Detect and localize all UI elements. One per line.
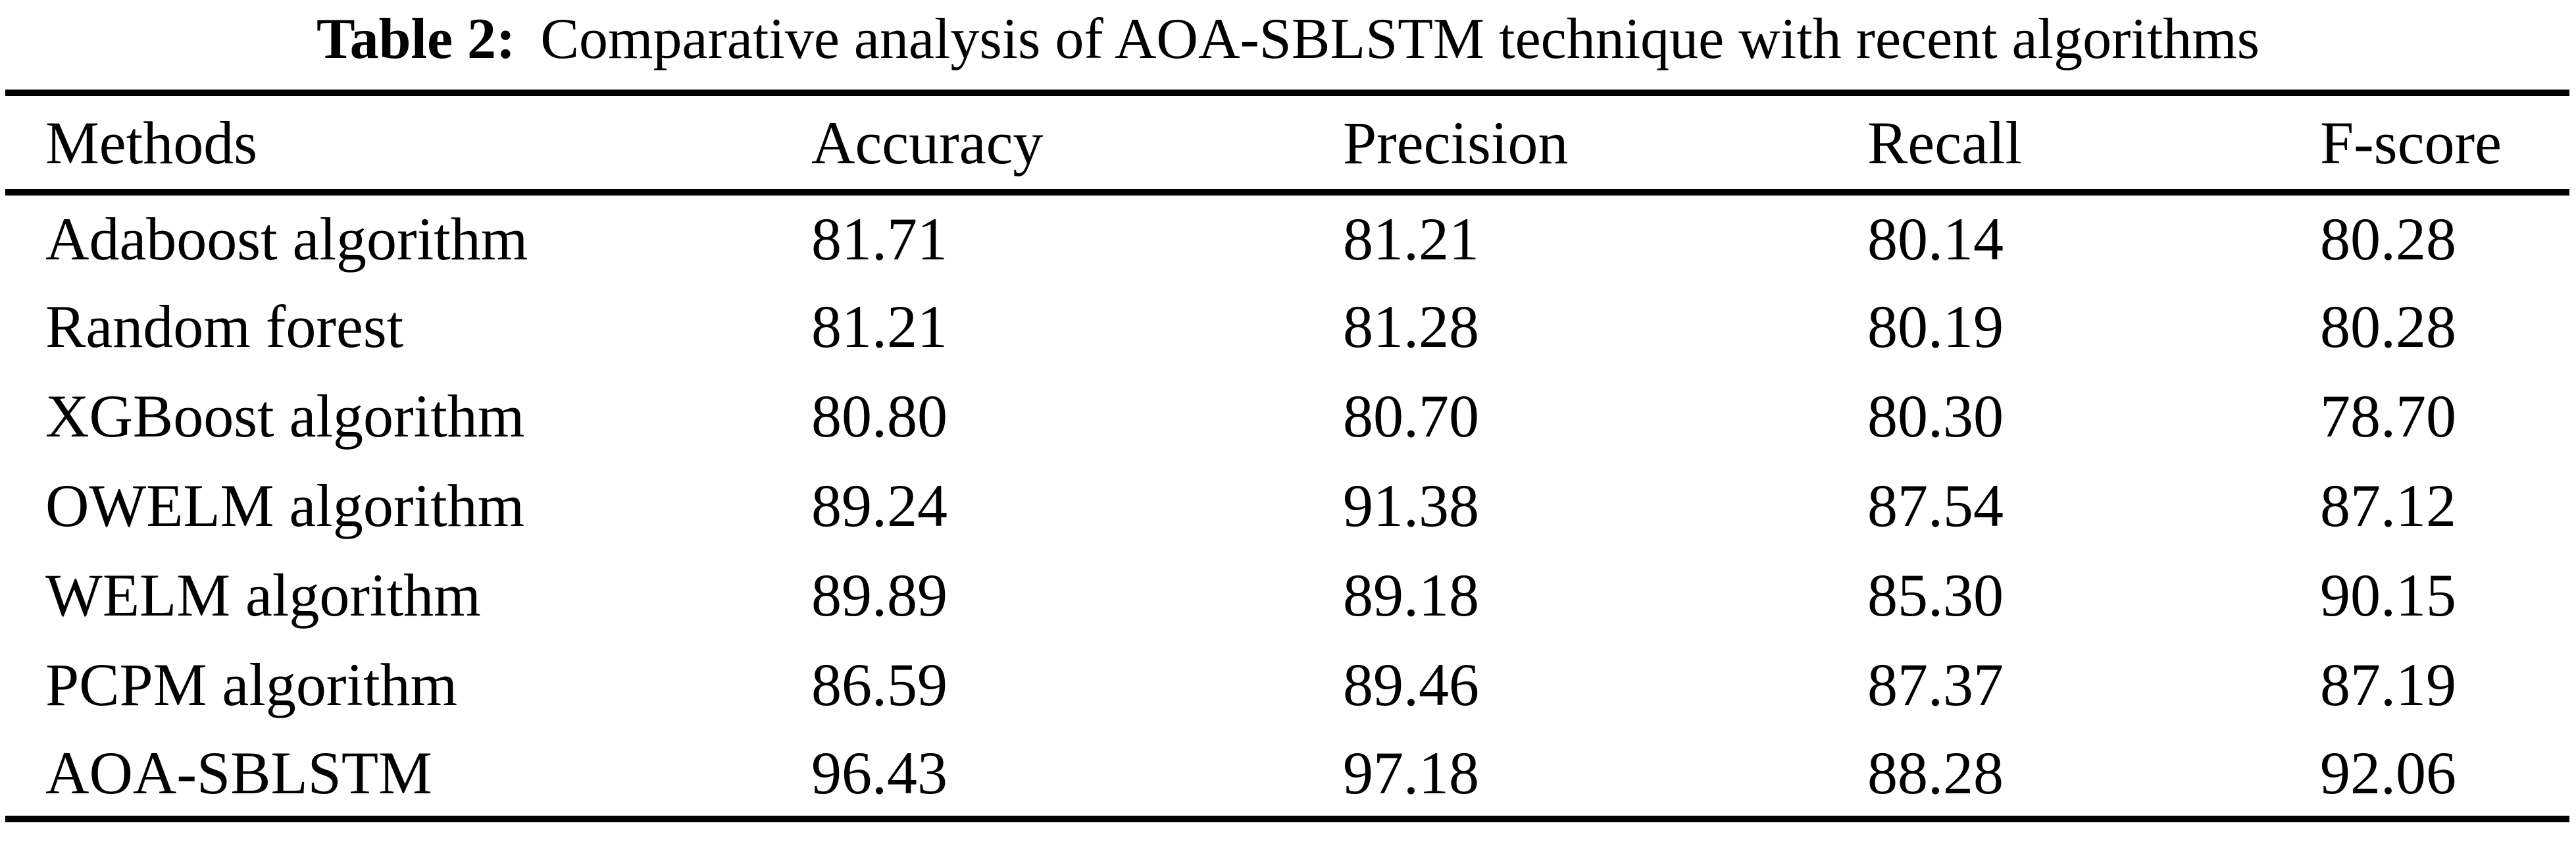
method-cell: WELM algorithm xyxy=(45,562,481,629)
value-cell: 80.28 xyxy=(2320,293,2456,360)
table-caption-text: Comparative analysis of AOA-SBLSTM techn… xyxy=(540,7,2260,71)
table-row: PCPM algorithm 86.59 89.46 87.37 87.19 xyxy=(5,640,2569,729)
method-cell: Random forest xyxy=(45,293,404,360)
column-header: Methods xyxy=(45,109,257,176)
table-caption: Table 2: Comparative analysis of AOA-SBLS… xyxy=(0,0,2576,90)
value-cell: 91.38 xyxy=(1343,472,1479,539)
value-cell: 80.28 xyxy=(2320,205,2456,273)
column-header: F-score xyxy=(2320,109,2502,176)
value-cell: 81.71 xyxy=(811,205,947,273)
value-cell: 89.24 xyxy=(811,472,947,539)
table-row: OWELM algorithm 89.24 91.38 87.54 87.12 xyxy=(5,461,2569,550)
table-row: Adaboost algorithm 81.71 81.21 80.14 80.28 xyxy=(5,192,2569,282)
value-cell: 81.21 xyxy=(811,293,947,360)
value-cell: 87.19 xyxy=(2320,651,2456,718)
value-cell: 87.37 xyxy=(1867,651,2004,718)
method-cell: PCPM algorithm xyxy=(45,651,458,718)
value-cell: 88.28 xyxy=(1867,739,2004,806)
value-cell: 87.54 xyxy=(1867,472,2004,539)
method-cell: Adaboost algorithm xyxy=(45,205,528,273)
value-cell: 90.15 xyxy=(2320,562,2456,629)
value-cell: 80.30 xyxy=(1867,382,2004,450)
table-row: XGBoost algorithm 80.80 80.70 80.30 78.70 xyxy=(5,371,2569,461)
value-cell: 89.46 xyxy=(1343,651,1479,718)
results-table: Methods Accuracy Precision Recall F-score Ad… xyxy=(5,90,2569,822)
column-header: Accuracy xyxy=(811,109,1044,176)
table-row: WELM algorithm 89.89 89.18 85.30 90.15 xyxy=(5,550,2569,640)
value-cell: 80.80 xyxy=(811,382,947,450)
value-cell: 96.43 xyxy=(811,739,947,806)
value-cell: 92.06 xyxy=(2320,739,2456,806)
value-cell: 86.59 xyxy=(811,651,947,718)
value-cell: 87.12 xyxy=(2320,472,2456,539)
method-cell: XGBoost algorithm xyxy=(45,382,525,450)
value-cell: 80.14 xyxy=(1867,205,2004,273)
value-cell: 78.70 xyxy=(2320,382,2456,450)
value-cell: 89.89 xyxy=(811,562,947,629)
method-cell: AOA-SBLSTM xyxy=(45,739,432,806)
table-row: Random forest 81.21 81.28 80.19 80.28 xyxy=(5,282,2569,371)
header-row: Methods Accuracy Precision Recall F-score xyxy=(5,93,2569,192)
column-header: Precision xyxy=(1343,109,1569,176)
table-body: Adaboost algorithm 81.71 81.21 80.14 80.28 Ra… xyxy=(5,192,2569,819)
column-header: Recall xyxy=(1867,109,2022,176)
value-cell: 97.18 xyxy=(1343,739,1479,806)
value-cell: 80.70 xyxy=(1343,382,1479,450)
value-cell: 81.28 xyxy=(1343,293,1479,360)
value-cell: 85.30 xyxy=(1867,562,2004,629)
value-cell: 80.19 xyxy=(1867,293,2004,360)
method-cell: OWELM algorithm xyxy=(45,472,525,539)
table-row: AOA-SBLSTM 96.43 97.18 88.28 92.06 xyxy=(5,729,2569,819)
table-caption-label: Table 2: xyxy=(316,7,516,71)
value-cell: 89.18 xyxy=(1343,562,1479,629)
value-cell: 81.21 xyxy=(1343,205,1479,273)
